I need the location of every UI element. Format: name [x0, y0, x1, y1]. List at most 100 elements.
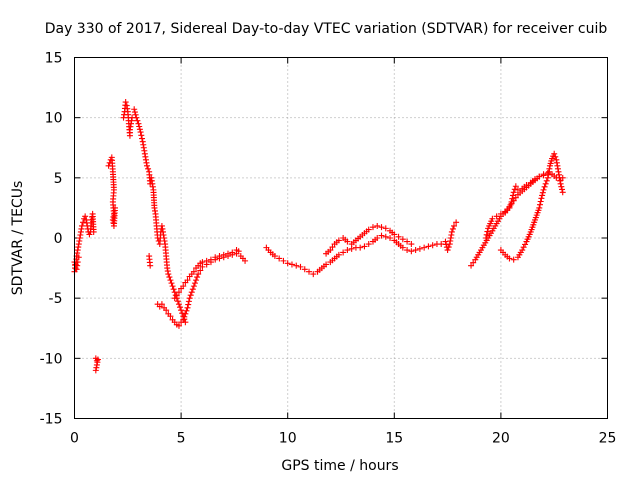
data-point — [374, 222, 381, 229]
data-point — [235, 248, 242, 255]
series-s9 — [171, 247, 242, 302]
data-point — [132, 111, 139, 118]
data-point — [229, 249, 236, 256]
data-point — [310, 271, 317, 278]
series-s7 — [146, 253, 154, 269]
data-point — [510, 256, 517, 263]
data-point — [445, 244, 452, 251]
data-point — [181, 313, 188, 320]
data-point — [327, 247, 334, 254]
data-point — [382, 225, 389, 232]
data-point — [508, 198, 515, 205]
data-point — [543, 177, 550, 184]
data-point — [520, 244, 527, 251]
data-point — [190, 283, 197, 290]
data-point — [509, 192, 516, 199]
data-point — [122, 99, 129, 106]
data-point — [537, 198, 544, 205]
data-point — [536, 204, 543, 211]
data-point — [391, 231, 398, 238]
data-point — [74, 259, 81, 266]
data-point — [184, 304, 191, 311]
data-point — [404, 238, 411, 245]
data-point — [378, 224, 385, 231]
data-point — [540, 172, 547, 179]
data-point — [190, 268, 197, 275]
y-axis-label: SDTVAR / TECUs — [10, 181, 26, 296]
tick-labels: 0 5 10 15 20 25 -15 -10 -5 0 5 10 15 — [40, 51, 617, 447]
x-axis-label: GPS time / hours — [281, 458, 398, 474]
data-point — [212, 254, 219, 261]
data-point — [166, 274, 173, 281]
data-point — [357, 244, 364, 251]
data-point — [514, 186, 521, 193]
data-point — [271, 253, 278, 260]
data-point — [280, 257, 287, 264]
data-point — [194, 274, 201, 281]
data-point — [92, 367, 99, 374]
data-point — [216, 253, 223, 260]
data-point — [329, 244, 336, 251]
plot-frame — [74, 57, 608, 419]
data-point — [135, 120, 142, 127]
series-s14 — [497, 150, 566, 263]
data-point — [506, 255, 513, 262]
data-point — [344, 247, 351, 254]
chart-title: Day 330 of 2017, Sidereal Day-to-day VTE… — [45, 21, 608, 37]
data-point — [551, 150, 558, 157]
data-point — [378, 232, 385, 239]
data-point — [510, 189, 517, 196]
data-point — [139, 135, 146, 142]
data-point — [541, 183, 548, 190]
data-point — [169, 283, 176, 290]
series-s12 — [468, 170, 566, 269]
data-point — [167, 313, 174, 320]
data-point — [143, 162, 150, 169]
data-point — [559, 189, 566, 196]
data-point — [134, 117, 141, 124]
data-point — [484, 228, 491, 235]
data-point — [180, 283, 187, 290]
data-point — [519, 247, 526, 254]
data-point — [297, 263, 304, 270]
data-point — [306, 268, 313, 275]
data-point — [429, 242, 436, 249]
series-s11 — [323, 222, 415, 257]
data-point — [532, 176, 539, 183]
data-point — [442, 238, 449, 245]
data-point — [408, 248, 415, 255]
y-tick-label: 10 — [45, 111, 63, 127]
data-point — [284, 260, 291, 267]
data-point — [167, 277, 174, 284]
data-point — [448, 228, 455, 235]
data-point — [399, 244, 406, 251]
data-point — [173, 292, 180, 299]
data-point — [189, 286, 196, 293]
data-point — [369, 224, 376, 231]
series-s4 — [105, 154, 119, 229]
data-point — [90, 228, 97, 235]
data-point — [382, 233, 389, 240]
data-point — [539, 192, 546, 199]
data-point — [225, 250, 232, 257]
y-tick-label: -5 — [49, 291, 63, 307]
data-point — [220, 251, 227, 258]
data-point — [195, 271, 202, 278]
data-point — [178, 307, 185, 314]
data-point — [522, 241, 529, 248]
data-point — [163, 307, 170, 314]
data-point — [559, 186, 566, 193]
data-point — [172, 292, 179, 299]
data-point — [542, 180, 549, 187]
data-point — [387, 235, 394, 241]
data-point — [182, 310, 189, 317]
data-point — [188, 289, 195, 296]
data-point — [365, 226, 372, 233]
data-point — [131, 106, 138, 113]
data-point — [412, 247, 419, 254]
x-tick-label: 10 — [279, 431, 297, 447]
data-point — [539, 189, 546, 196]
data-point — [425, 243, 432, 250]
data-point — [174, 298, 181, 305]
